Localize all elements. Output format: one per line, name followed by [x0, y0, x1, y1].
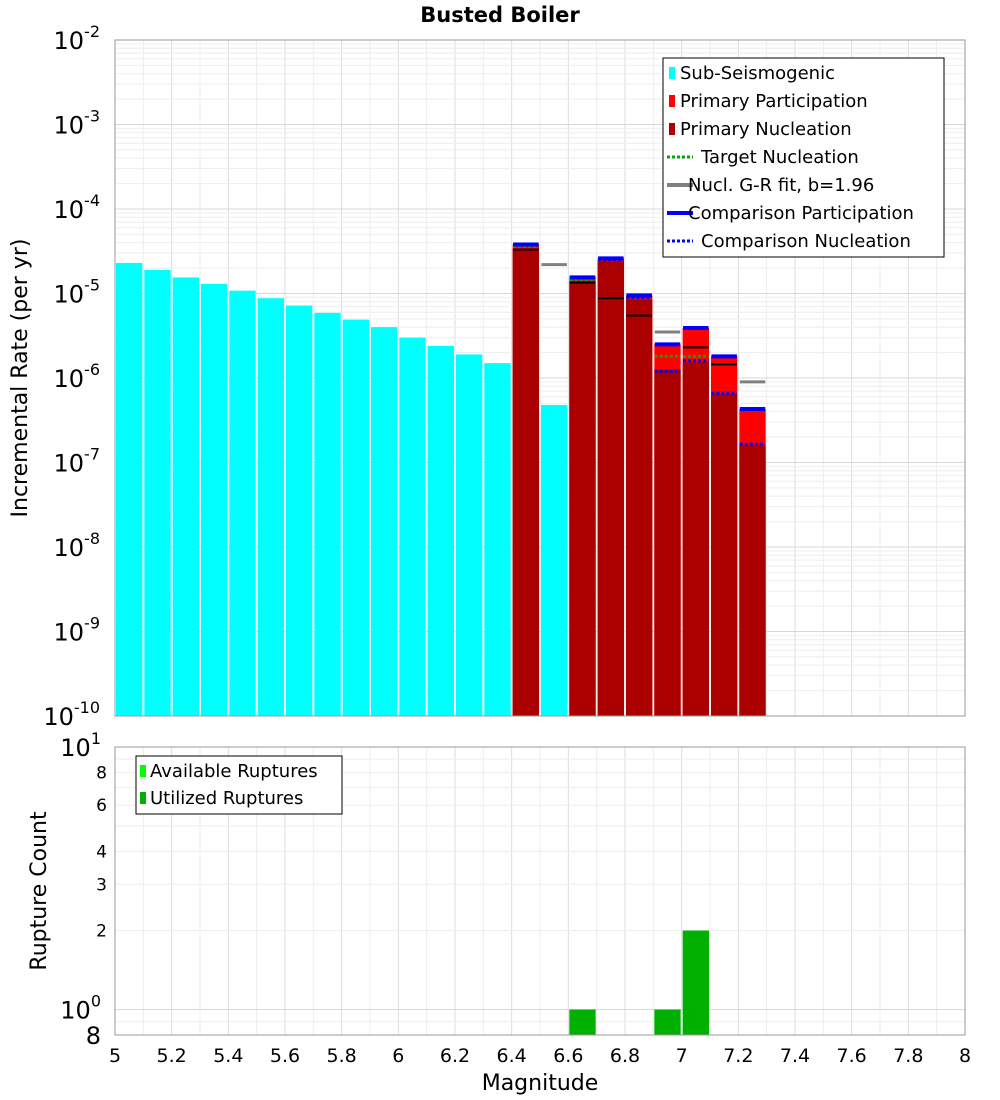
x-tick-label: 6.8 — [610, 1045, 640, 1067]
top-y-tick-label: 10-6 — [54, 360, 101, 393]
legend-swatch — [669, 123, 675, 135]
x-tick-label: 6.2 — [440, 1045, 470, 1067]
primary-nucleation-bar — [569, 281, 596, 716]
x-tick-label: 7.6 — [837, 1045, 867, 1067]
bottom-y-axis-label: Rupture Count — [27, 811, 52, 971]
bottom-y-tick-label: 6 — [96, 796, 107, 816]
sub-seismogenic-bar — [342, 319, 369, 716]
legend-label: Utilized Ruptures — [150, 788, 303, 809]
legend-swatch — [669, 67, 675, 79]
x-tick-label: 7.2 — [723, 1045, 753, 1067]
x-tick-label: 5.4 — [213, 1045, 243, 1067]
bottom-plot-border — [114, 746, 966, 1036]
primary-nucleation-bar — [711, 393, 738, 716]
legend-label: Sub-Seismogenic — [680, 63, 835, 84]
chart-title: Busted Boiler — [420, 3, 580, 27]
top-y-tick-label: 10-7 — [54, 445, 101, 478]
top-y-tick-label: 10-2 — [54, 22, 101, 55]
bottom-y-tick-label: 100 — [60, 992, 101, 1025]
primary-nucleation-bar — [654, 369, 681, 716]
x-tick-label: 7 — [676, 1045, 688, 1067]
sub-seismogenic-bar — [314, 312, 341, 716]
sub-seismogenic-bar — [371, 327, 398, 716]
sub-seismogenic-bar — [201, 283, 228, 716]
bottom-y-tick-label: 2 — [96, 922, 107, 942]
x-tick-label: 7.8 — [893, 1045, 923, 1067]
legend-label: Comparison Nucleation — [701, 231, 911, 252]
primary-nucleation-bar — [626, 299, 653, 716]
x-tick-label: 8 — [959, 1045, 971, 1067]
legend-label: Primary Nucleation — [680, 119, 852, 140]
legend-label: Comparison Participation — [688, 203, 914, 224]
legend-label: Available Ruptures — [150, 761, 318, 782]
top-y-tick-label: 10-8 — [54, 529, 101, 562]
x-tick-label: 5.6 — [270, 1045, 300, 1067]
top-y-tick-label: 10-9 — [54, 614, 101, 647]
bottom-y-tick-label: 8 — [86, 1022, 101, 1050]
bottom-y-tick-label: 4 — [96, 842, 107, 862]
legend-label: Nucl. G-R fit, b=1.96 — [688, 175, 874, 196]
bottom-legend-box — [135, 755, 343, 815]
sub-seismogenic-bar — [116, 262, 143, 716]
top-plot-area: 10-2 10-3 10-4 10-5 10-6 10-7 10-8 10-9 10-10 Sub… — [43, 22, 966, 731]
utilized-ruptures-bar — [682, 930, 709, 1035]
bottom-y-tick-label: 101 — [60, 729, 101, 762]
x-tick-label: 6.4 — [497, 1045, 527, 1067]
sub-seismogenic-bar — [229, 290, 256, 716]
top-y-tick-label: 10-4 — [54, 191, 101, 224]
x-tick-label: 5 — [109, 1045, 121, 1067]
legend-swatch — [669, 95, 675, 107]
primary-nucleation-bar — [682, 361, 709, 716]
sub-seismogenic-bar — [257, 298, 284, 716]
legend-swatch — [140, 792, 146, 804]
x-tick-label: 5.2 — [157, 1045, 187, 1067]
top-legend: Sub-Seismogenic Primary Participation Prim… — [662, 57, 945, 258]
top-y-tick-label: 10-3 — [54, 107, 101, 140]
sub-seismogenic-bar — [172, 277, 199, 716]
utilized-ruptures-bar — [654, 1009, 681, 1035]
primary-nucleation-bar — [739, 445, 766, 716]
bottom-y-tick-label: 8 — [96, 763, 107, 783]
x-tick-label: 7.4 — [780, 1045, 810, 1067]
top-y-axis-label: Incremental Rate (per yr) — [8, 239, 33, 518]
bottom-y-tick-label: 3 — [96, 875, 107, 895]
sub-seismogenic-bar — [399, 337, 426, 716]
x-tick-label: 6.6 — [553, 1045, 583, 1067]
top-y-tick-label: 10-10 — [43, 698, 100, 731]
sub-seismogenic-bar — [484, 363, 511, 716]
x-tick-label: 6 — [392, 1045, 404, 1067]
x-axis-label: Magnitude — [482, 1071, 599, 1096]
legend-label: Target Nucleation — [700, 147, 859, 168]
utilized-ruptures-bar — [569, 1009, 596, 1035]
top-plot-border — [114, 39, 966, 717]
x-tick-label: 5.8 — [327, 1045, 357, 1067]
top-y-tick-label: 10-5 — [54, 276, 101, 309]
sub-seismogenic-bar — [427, 345, 454, 716]
sub-seismogenic-bar — [144, 269, 171, 716]
top-legend-box — [662, 57, 945, 258]
legend-swatch — [140, 765, 146, 777]
sub-seismogenic-bar — [286, 305, 313, 716]
bottom-legend: Available Ruptures Utilized Ruptures — [135, 755, 343, 815]
legend-label: Primary Participation — [680, 91, 868, 112]
primary-nucleation-bar — [512, 248, 539, 716]
primary-nucleation-bar — [597, 261, 624, 716]
sub-seismogenic-bar — [541, 404, 568, 716]
sub-seismogenic-bar — [456, 354, 483, 716]
